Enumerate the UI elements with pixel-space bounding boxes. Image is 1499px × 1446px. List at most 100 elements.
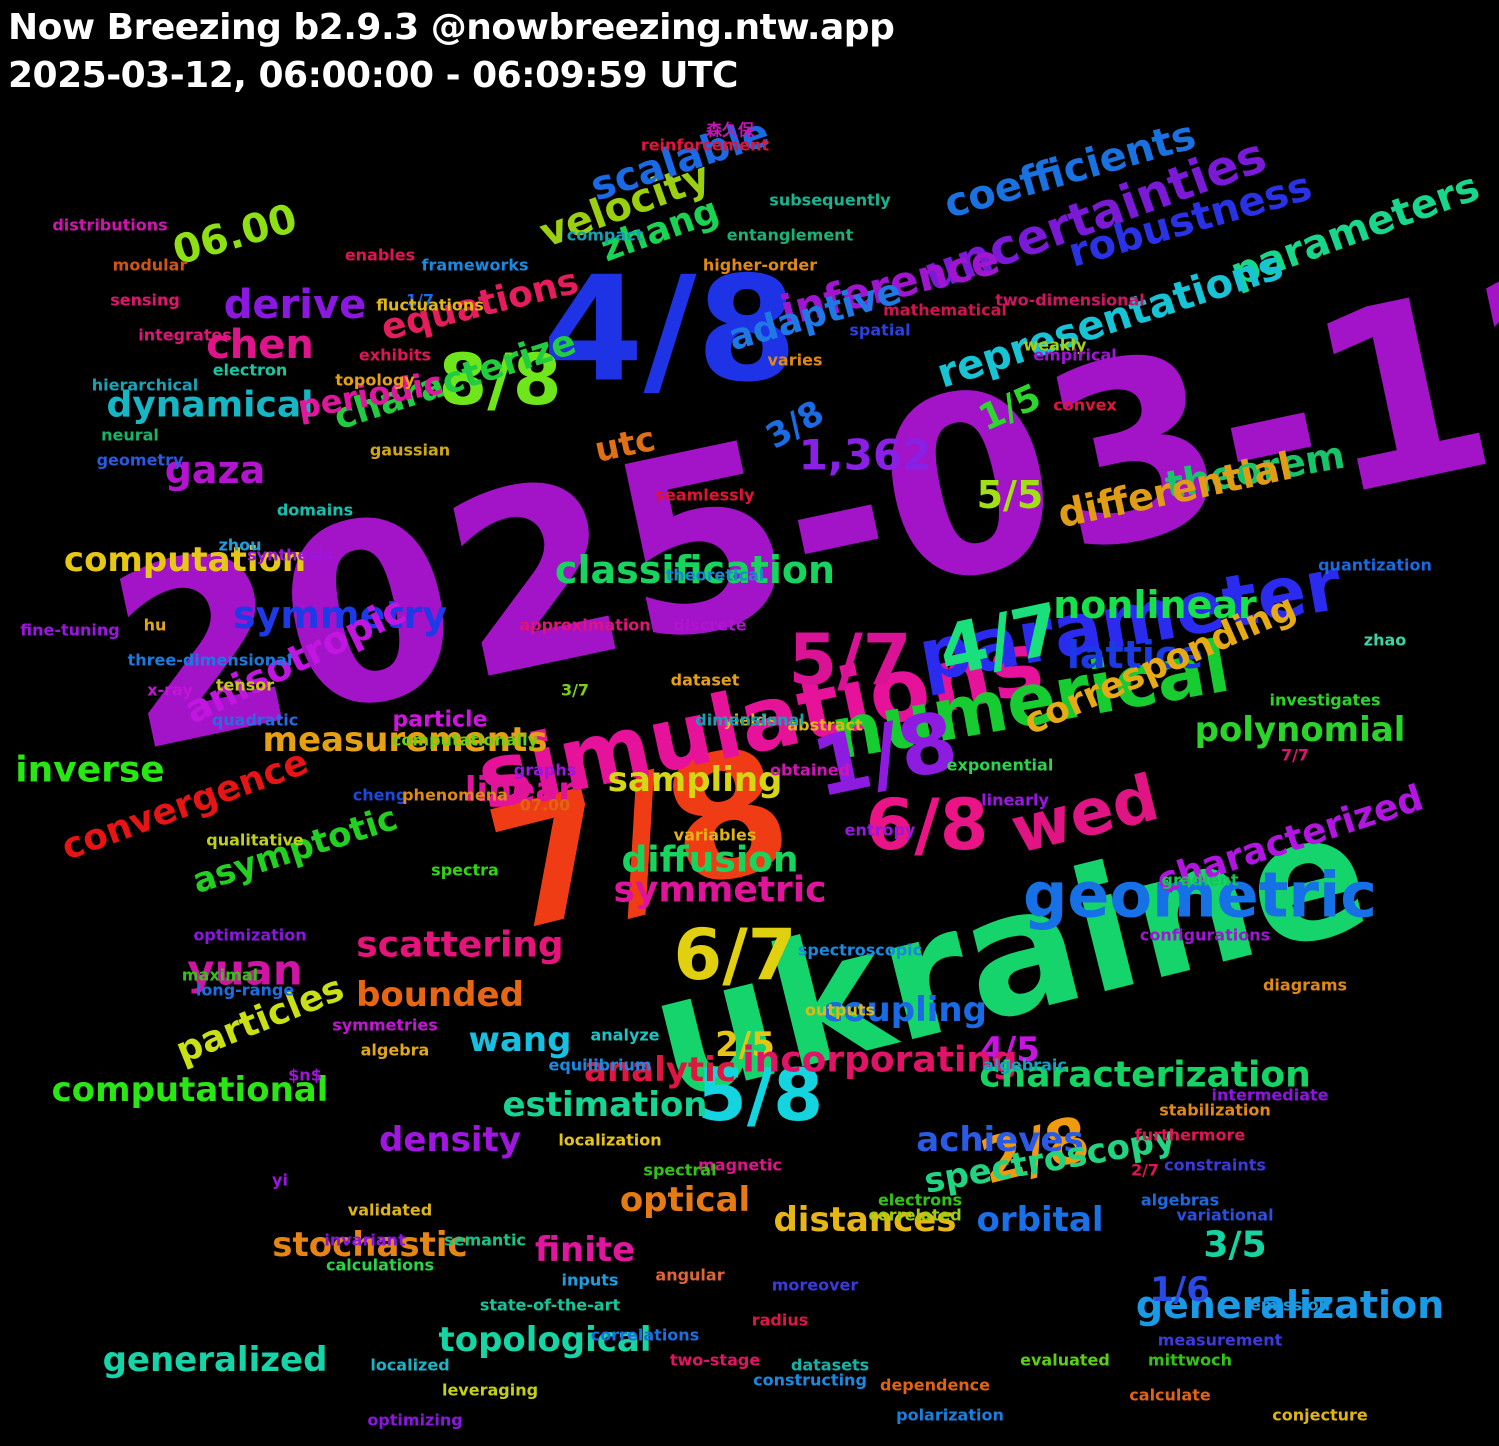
cloud-word: topology <box>335 371 415 390</box>
cloud-word: 5/5 <box>977 473 1044 517</box>
cloud-word: yields <box>723 711 776 730</box>
cloud-word: mittwoch <box>1148 1351 1232 1370</box>
cloud-word: generalized <box>103 1340 328 1380</box>
cloud-word: 8/8 <box>439 339 562 421</box>
cloud-word: two-dimensional <box>995 291 1145 310</box>
cloud-word: polynomial <box>1195 710 1406 750</box>
cloud-word: symmetric <box>614 870 827 911</box>
cloud-word: exponential <box>947 756 1054 775</box>
cloud-word: 6/7 <box>674 914 797 996</box>
cloud-word: optimization <box>193 926 306 945</box>
cloud-word: hierarchical <box>92 376 198 395</box>
cloud-word: inputs <box>562 1271 619 1290</box>
cloud-word: equilibrium <box>548 1056 651 1075</box>
cloud-word: two-stage <box>670 1351 760 1370</box>
cloud-word: variational <box>1176 1206 1273 1225</box>
cloud-word: chen <box>206 322 314 368</box>
cloud-word: 07.00 <box>520 796 571 815</box>
cloud-word: fine-tuning <box>20 621 120 640</box>
cloud-word: classification <box>555 548 835 592</box>
cloud-word: correlated <box>868 1206 961 1225</box>
cloud-word: exhibits <box>359 346 431 365</box>
cloud-word: weakly <box>1024 336 1088 355</box>
cloud-word: cheng <box>353 786 408 805</box>
cloud-word: varies <box>768 351 823 370</box>
cloud-word: qualitative <box>206 831 304 850</box>
cloud-word: 7/7 <box>1281 746 1309 765</box>
cloud-word: distributions <box>52 216 167 235</box>
cloud-word: characterization <box>979 1055 1311 1096</box>
cloud-word: evaluated <box>1020 1351 1110 1370</box>
cloud-word: gaussian <box>370 441 450 460</box>
cloud-word: scattering <box>356 925 563 966</box>
cloud-word: modular <box>113 256 188 275</box>
cloud-word: emission <box>1250 1296 1330 1315</box>
cloud-word: inverse <box>15 750 164 791</box>
cloud-word: 4/8 <box>543 246 798 415</box>
cloud-word: approximation <box>519 616 650 635</box>
cloud-word: gaza <box>165 448 266 492</box>
cloud-word: computational <box>52 1070 329 1110</box>
cloud-word: domains <box>277 501 353 520</box>
cloud-word: 3/5 <box>1203 1225 1266 1266</box>
cloud-word: spatial <box>849 321 910 340</box>
cloud-word: optimizing <box>367 1411 462 1430</box>
cloud-word: computationally <box>392 731 539 750</box>
cloud-word: constraints <box>1164 1156 1266 1175</box>
cloud-word: theoretical <box>666 566 765 585</box>
cloud-word: nonlinear <box>1053 583 1257 627</box>
cloud-word: calculate <box>1129 1386 1211 1405</box>
cloud-word: stochastic <box>272 1225 467 1265</box>
cloud-word: algebraic <box>983 1056 1067 1075</box>
cloud-word: phenomena <box>402 786 508 805</box>
cloud-word: reinforcement <box>641 136 770 155</box>
cloud-word: orbital <box>977 1200 1104 1240</box>
cloud-word: measurement <box>1158 1331 1283 1350</box>
cloud-word: electrons <box>878 1191 962 1210</box>
cloud-word: entanglement <box>727 226 854 245</box>
cloud-word: 3/7 <box>561 681 589 700</box>
cloud-word: polarization <box>896 1406 1004 1425</box>
cloud-word: integrates <box>138 326 232 345</box>
cloud-word: configurations <box>1140 926 1270 945</box>
cloud-word: linear <box>465 770 576 810</box>
cloud-word: long-range <box>196 981 294 1000</box>
cloud-word: sensing <box>110 291 180 310</box>
cloud-word: variables <box>674 826 757 845</box>
cloud-word: estimation <box>502 1085 707 1125</box>
cloud-word: yuan <box>187 946 303 995</box>
cloud-word: generalization <box>1136 1283 1444 1327</box>
cloud-word: dimensional <box>695 711 805 730</box>
cloud-word: angular <box>655 1266 724 1285</box>
cloud-word: $n$ <box>288 1066 322 1085</box>
cloud-word: sampling <box>608 760 783 800</box>
cloud-word: symmetries <box>332 1016 438 1035</box>
cloud-word: 1,362 <box>799 431 932 480</box>
cloud-word: 4/5 <box>980 1030 1040 1070</box>
cloud-word: 06.00 <box>168 195 302 274</box>
cloud-word: achieves <box>916 1120 1083 1160</box>
cloud-word: convex <box>1053 396 1117 415</box>
cloud-word: outputs <box>805 1001 875 1020</box>
cloud-word: maximal <box>182 966 258 985</box>
cloud-word: computation <box>64 540 306 580</box>
cloud-word: localization <box>558 1131 661 1150</box>
cloud-word: obtained <box>770 761 850 780</box>
cloud-word: dependence <box>880 1376 990 1395</box>
cloud-word: optical <box>620 1180 750 1220</box>
cloud-word: hu <box>144 616 167 635</box>
cloud-word: 1/6 <box>1150 1270 1210 1310</box>
cloud-word: lattice <box>1067 633 1203 677</box>
cloud-word: synthesis <box>247 546 333 565</box>
cloud-word: 5/7 <box>789 619 912 701</box>
cloud-word: subsequently <box>769 191 891 210</box>
cloud-word: mathematical <box>883 301 1007 320</box>
cloud-word: validated <box>348 1201 432 1220</box>
cloud-word: constructing <box>753 1371 867 1390</box>
cloud-word: incorporating <box>742 1040 1017 1081</box>
cloud-word: diagrams <box>1263 976 1347 995</box>
cloud-word: frameworks <box>422 256 529 275</box>
cloud-word: bounded <box>356 975 524 1015</box>
cloud-word: neural <box>101 426 159 445</box>
